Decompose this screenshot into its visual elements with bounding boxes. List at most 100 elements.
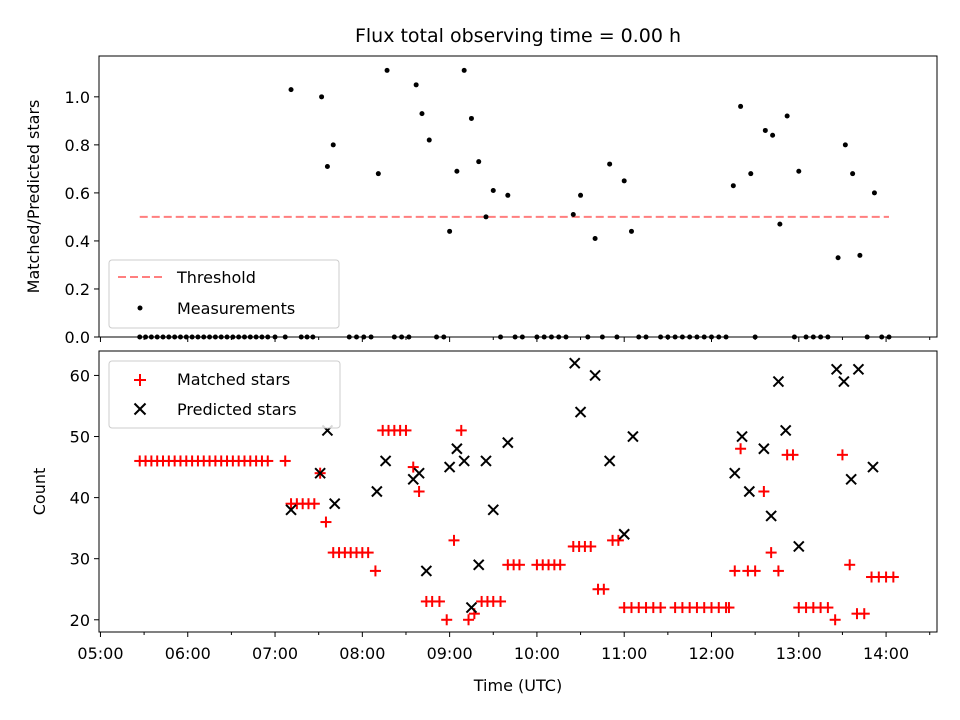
measurement-point [578, 192, 584, 198]
measurement-point [288, 87, 294, 93]
matched-star-point [585, 540, 597, 552]
bottom-legend-box [108, 360, 341, 429]
matched-star-point [758, 486, 770, 497]
predicted-star-point [465, 601, 478, 614]
measurement-point [730, 183, 736, 189]
bottom-legend: Matched stars Predicted stars [108, 360, 341, 429]
top-y-tick-label: 0.6 [65, 184, 90, 203]
top-plot-frame [98, 55, 938, 338]
matched-star-point [448, 534, 460, 546]
top-y-tick-label: 0.2 [65, 280, 90, 299]
matched-star-point [765, 547, 777, 559]
predicted-star-point [371, 485, 383, 498]
top-panel: 0.0 0.2 0.4 0.6 0.8 1.0 Matched/Predicted sta… [24, 55, 938, 347]
measurements-legend-label: Measurements [177, 299, 295, 318]
measurement-point [762, 127, 768, 133]
matched-star-point [308, 498, 320, 510]
matched-star-point [320, 516, 332, 528]
measurement-point [461, 67, 467, 73]
bottom-y-tick-label: 20 [70, 611, 90, 630]
predicted-star-point [793, 540, 805, 553]
bottom-y-ticks: 20 30 40 50 60 [70, 366, 99, 630]
measurement-point [592, 236, 598, 242]
predicted-star-point [473, 559, 485, 571]
predicted-star-point [845, 473, 857, 485]
matched-star-point [836, 449, 848, 461]
threshold-legend-label: Threshold [176, 268, 256, 287]
matched-star-point [279, 455, 291, 467]
measurement-point [871, 190, 877, 196]
predicted-star-point [867, 461, 879, 473]
measurement-point [413, 82, 419, 88]
matched-star-point [858, 608, 870, 620]
predicted-star-point [420, 565, 433, 577]
measurement-point [476, 159, 482, 165]
measurement-point [419, 111, 425, 117]
measurement-point [426, 137, 432, 143]
top-y-tick-label: 0.4 [65, 232, 90, 251]
top-x-ticks [99, 337, 931, 342]
top-y-ticks: 0.0 0.2 0.4 0.6 0.8 1.0 [65, 88, 99, 347]
measurement-point [505, 192, 511, 198]
matched-star-point [787, 449, 799, 461]
measurement-point [842, 142, 848, 148]
measurement-point [850, 171, 856, 177]
matched-star-point [598, 583, 610, 595]
predicted-star-point [451, 443, 463, 455]
x-tick-label: 09:00 [427, 644, 473, 663]
measurement-point [384, 67, 390, 73]
measurements-layer [137, 67, 892, 340]
matched-star-point [407, 461, 419, 473]
predicted-star-point [772, 375, 785, 388]
matched-star-point [554, 559, 566, 571]
matched-legend-swatch [134, 374, 146, 386]
predicted-star-point [443, 461, 456, 473]
matched-star-point [441, 614, 453, 626]
measurement-point [324, 163, 330, 169]
measurement-point [628, 228, 634, 234]
bottom-y-tick-label: 50 [70, 428, 90, 447]
matched-star-point [822, 602, 834, 614]
measurement-point [777, 221, 783, 227]
bottom-y-tick-label: 30 [70, 550, 90, 569]
matched-star-point [433, 595, 445, 607]
bottom-y-tick-label: 40 [70, 489, 90, 508]
measurement-point [468, 115, 474, 121]
predicted-star-point [314, 467, 326, 479]
predicted-star-point [852, 363, 865, 376]
measurement-point [570, 212, 576, 218]
measurement-point [770, 132, 776, 138]
top-legend: Threshold Measurements [108, 259, 340, 329]
x-tick-label: 13:00 [776, 644, 822, 663]
predicted-star-point [618, 528, 630, 540]
matched-stars-layer [134, 424, 899, 626]
matched-star-point [455, 424, 467, 436]
matched-star-point [495, 595, 507, 607]
predicted-star-point [569, 357, 581, 369]
predicted-star-point [413, 467, 425, 479]
predicted-star-point [574, 406, 587, 418]
x-tick-label: 05:00 [77, 644, 123, 663]
measurement-point [738, 103, 744, 109]
x-tick-label: 08:00 [339, 644, 385, 663]
measurement-point [857, 252, 863, 258]
top-y-tick-label: 0.8 [65, 136, 90, 155]
predicted-star-point [458, 455, 470, 467]
predicted-star-point [480, 455, 492, 467]
bottom-x-ticks: 05:00 06:00 07:00 08:00 09:00 10:00 11:00 12:00… [77, 632, 931, 663]
measurement-point [454, 168, 460, 174]
matched-star-point [844, 559, 856, 571]
predicted-star-point [379, 455, 392, 467]
measurement-point [748, 171, 754, 177]
measurement-point [607, 161, 613, 167]
measurement-point [319, 94, 325, 100]
measurement-point [490, 187, 496, 193]
x-tick-label: 06:00 [165, 644, 211, 663]
matched-star-point [729, 565, 741, 577]
measurement-point [483, 214, 489, 220]
predicted-star-point [328, 498, 341, 510]
predicted-star-point [743, 485, 756, 498]
measurement-point [375, 171, 381, 177]
predicted-star-point [758, 443, 770, 455]
